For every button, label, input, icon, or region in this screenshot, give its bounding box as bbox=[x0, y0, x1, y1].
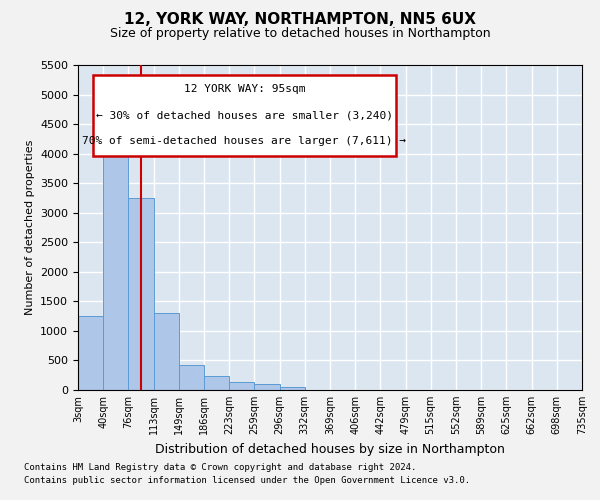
Text: Contains public sector information licensed under the Open Government Licence v3: Contains public sector information licen… bbox=[24, 476, 470, 485]
Text: ← 30% of detached houses are smaller (3,240): ← 30% of detached houses are smaller (3,… bbox=[96, 110, 393, 120]
X-axis label: Distribution of detached houses by size in Northampton: Distribution of detached houses by size … bbox=[155, 442, 505, 456]
Y-axis label: Number of detached properties: Number of detached properties bbox=[25, 140, 35, 315]
Bar bbox=[103, 136, 128, 390]
Text: 12 YORK WAY: 95sqm: 12 YORK WAY: 95sqm bbox=[184, 84, 305, 94]
Bar bbox=[229, 382, 254, 390]
Text: Size of property relative to detached houses in Northampton: Size of property relative to detached ho… bbox=[110, 28, 490, 40]
Text: 70% of semi-detached houses are larger (7,611) →: 70% of semi-detached houses are larger (… bbox=[82, 136, 406, 146]
Bar bbox=[254, 384, 280, 390]
Bar bbox=[204, 376, 229, 390]
Bar bbox=[78, 316, 103, 390]
Bar bbox=[128, 198, 154, 390]
Bar bbox=[154, 313, 179, 390]
Bar bbox=[179, 364, 204, 390]
Text: Contains HM Land Registry data © Crown copyright and database right 2024.: Contains HM Land Registry data © Crown c… bbox=[24, 464, 416, 472]
Bar bbox=[280, 387, 305, 390]
Text: 12, YORK WAY, NORTHAMPTON, NN5 6UX: 12, YORK WAY, NORTHAMPTON, NN5 6UX bbox=[124, 12, 476, 28]
